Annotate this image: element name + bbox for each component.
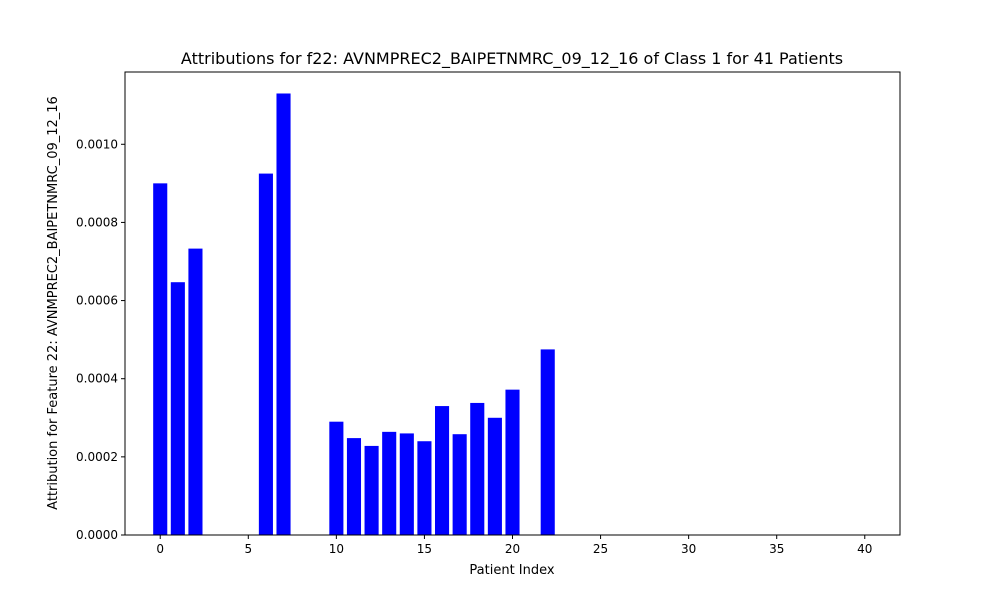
bar: [258, 173, 273, 536]
bars-group: [153, 93, 555, 536]
x-tick-label: 30: [681, 542, 696, 556]
plot-area-frame: [124, 71, 901, 536]
y-tick-label: 0.0000: [76, 528, 118, 542]
y-tick-label: 0.0004: [76, 372, 118, 386]
bar: [435, 406, 450, 535]
bar: [470, 402, 485, 535]
x-axis-label: Patient Index: [469, 563, 554, 578]
y-tick-label: 0.0002: [76, 450, 118, 464]
bar: [540, 349, 555, 535]
y-tick-label: 0.0008: [76, 215, 118, 229]
x-tick-label: 20: [505, 542, 520, 556]
x-tick-label: 25: [593, 542, 608, 556]
x-tick-label: 15: [417, 542, 432, 556]
bar: [276, 93, 291, 536]
bar: [188, 248, 203, 535]
bar: [170, 282, 185, 535]
x-tick-label: 40: [857, 542, 872, 556]
bar: [399, 433, 414, 535]
bar: [346, 438, 362, 535]
x-tick-label: 35: [769, 542, 784, 556]
chart-title: Attributions for f22: AVNMPREC2_BAIPETNM…: [181, 49, 843, 69]
bar: [329, 421, 344, 535]
bar: [452, 434, 467, 535]
bar: [382, 431, 397, 535]
y-axis-ticks: 0.0000 0.0002 0.0004 0.0006 0.0008 0.0010: [76, 137, 125, 542]
x-tick-label: 10: [329, 542, 344, 556]
x-tick-label: 5: [244, 542, 252, 556]
y-tick-label: 0.0006: [76, 294, 118, 308]
y-tick-label: 0.0010: [76, 137, 118, 151]
bar: [505, 389, 520, 535]
y-axis-label: Attribution for Feature 22: AVNMPREC2_BA…: [46, 96, 61, 510]
x-tick-label: 0: [156, 542, 164, 556]
bar: [417, 441, 432, 535]
bar: [153, 183, 168, 535]
bar: [364, 445, 379, 535]
bar: [487, 417, 502, 535]
x-axis-ticks: 0 5 10 15 20 25 30 35 40: [156, 535, 872, 556]
